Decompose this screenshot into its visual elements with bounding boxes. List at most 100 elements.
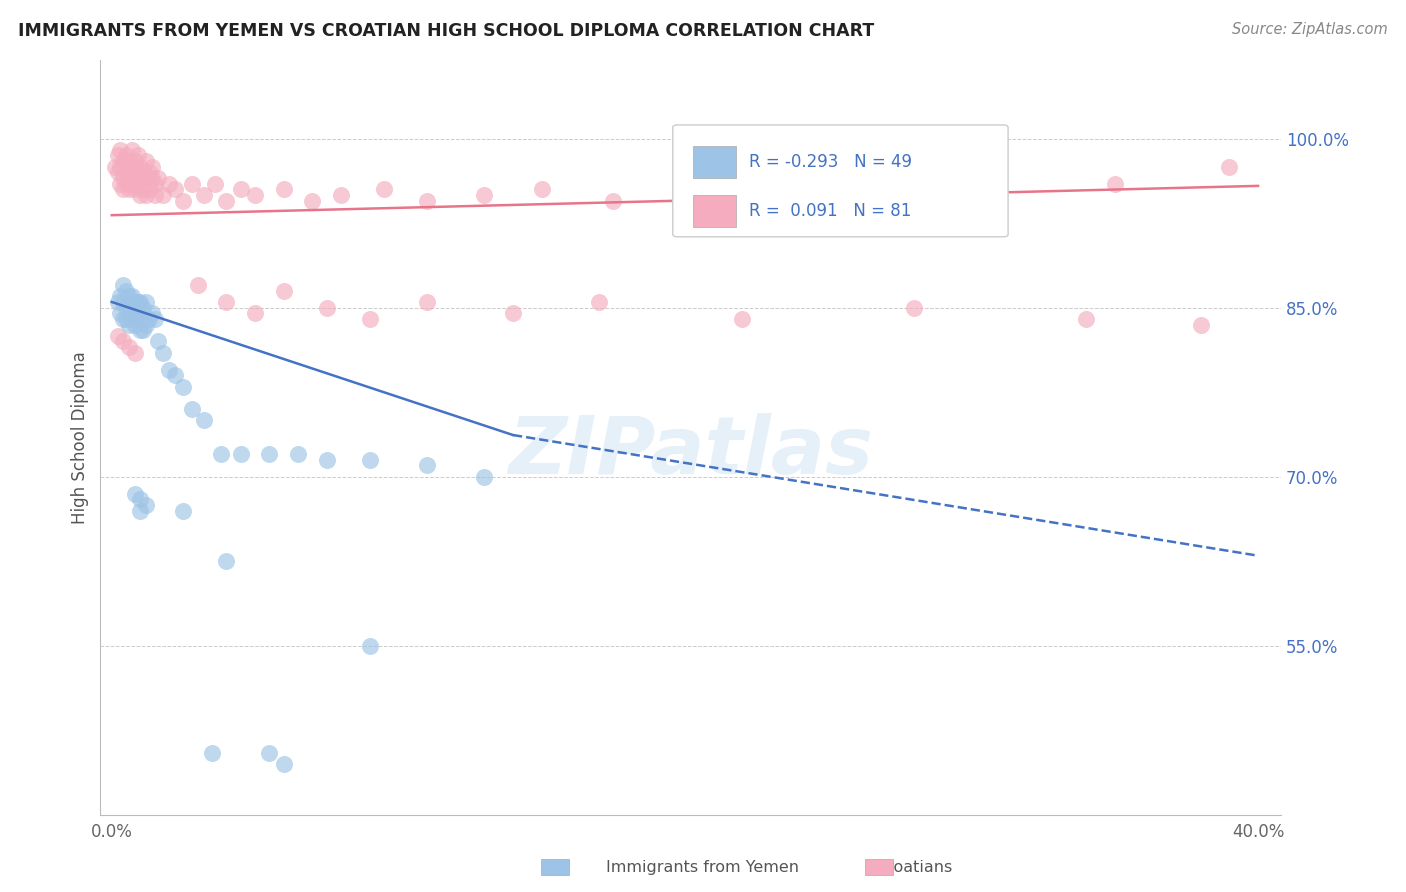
Point [141,160,163,174]
Point [129,295,152,310]
Point [112,278,135,293]
Point [243,306,266,320]
Point [112,295,135,310]
Point [115,177,138,191]
Point [330,187,353,202]
Point [107,165,129,179]
Point [163,182,186,196]
Point [146,334,169,349]
Point [273,284,295,298]
Point [124,318,146,332]
Point [132,301,155,315]
Point [129,503,152,517]
Point [121,160,143,174]
Point [416,194,439,208]
Point [110,306,132,320]
Point [129,187,152,202]
Point [115,148,138,162]
Point [118,182,141,196]
Point [416,458,439,473]
Point [502,306,524,320]
Point [152,187,174,202]
Point [143,187,166,202]
Point [132,323,155,337]
Point [135,295,157,310]
Point [152,345,174,359]
Point [132,165,155,179]
Point [215,554,238,568]
Point [110,177,132,191]
Point [112,154,135,169]
Point [121,177,143,191]
Point [141,306,163,320]
Point [129,171,152,186]
Point [107,148,129,162]
Point [107,328,129,343]
Point [359,639,381,653]
Point [104,160,127,174]
Point [118,165,141,179]
Point [115,284,138,298]
Point [138,312,160,326]
Point [759,182,782,196]
Point [215,194,238,208]
Point [124,182,146,196]
Point [115,301,138,315]
Point [243,187,266,202]
Point [373,182,395,196]
Point [107,295,129,310]
Point [135,154,157,169]
Text: IMMIGRANTS FROM YEMEN VS CROATIAN HIGH SCHOOL DIPLOMA CORRELATION CHART: IMMIGRANTS FROM YEMEN VS CROATIAN HIGH S… [18,22,875,40]
Point [602,194,624,208]
Point [118,306,141,320]
Point [960,187,983,202]
Point [124,295,146,310]
Point [472,187,495,202]
Point [135,187,157,202]
Point [135,318,157,332]
Point [124,306,146,320]
Point [112,171,135,186]
Point [121,289,143,303]
Point [1218,160,1240,174]
Point [845,194,868,208]
Point [138,165,160,179]
Point [259,447,281,461]
Point [146,171,169,186]
Text: ZIPatlas: ZIPatlas [508,413,873,491]
Point [124,154,146,169]
Point [359,453,381,467]
Point [143,177,166,191]
Point [287,447,309,461]
Point [112,334,135,349]
Point [229,182,252,196]
Y-axis label: High School Diploma: High School Diploma [72,351,89,524]
Point [110,160,132,174]
Point [163,368,186,383]
Point [315,453,337,467]
Point [209,447,232,461]
Point [129,312,152,326]
Point [273,182,295,196]
Point [129,492,152,507]
Point [127,295,149,310]
Point [172,379,194,393]
Point [193,413,215,427]
Point [181,402,204,417]
Point [124,171,146,186]
Point [143,312,166,326]
Point [1189,318,1212,332]
Point [129,160,152,174]
Point [1104,177,1126,191]
Point [193,187,215,202]
Point [359,312,381,326]
Text: Croatians: Croatians [876,860,952,874]
Point [110,289,132,303]
Point [201,746,224,760]
Point [132,182,155,196]
Text: Immigrants from Yemen: Immigrants from Yemen [606,860,800,874]
Point [215,295,238,310]
Point [127,165,149,179]
Point [124,486,146,500]
Point [731,312,754,326]
